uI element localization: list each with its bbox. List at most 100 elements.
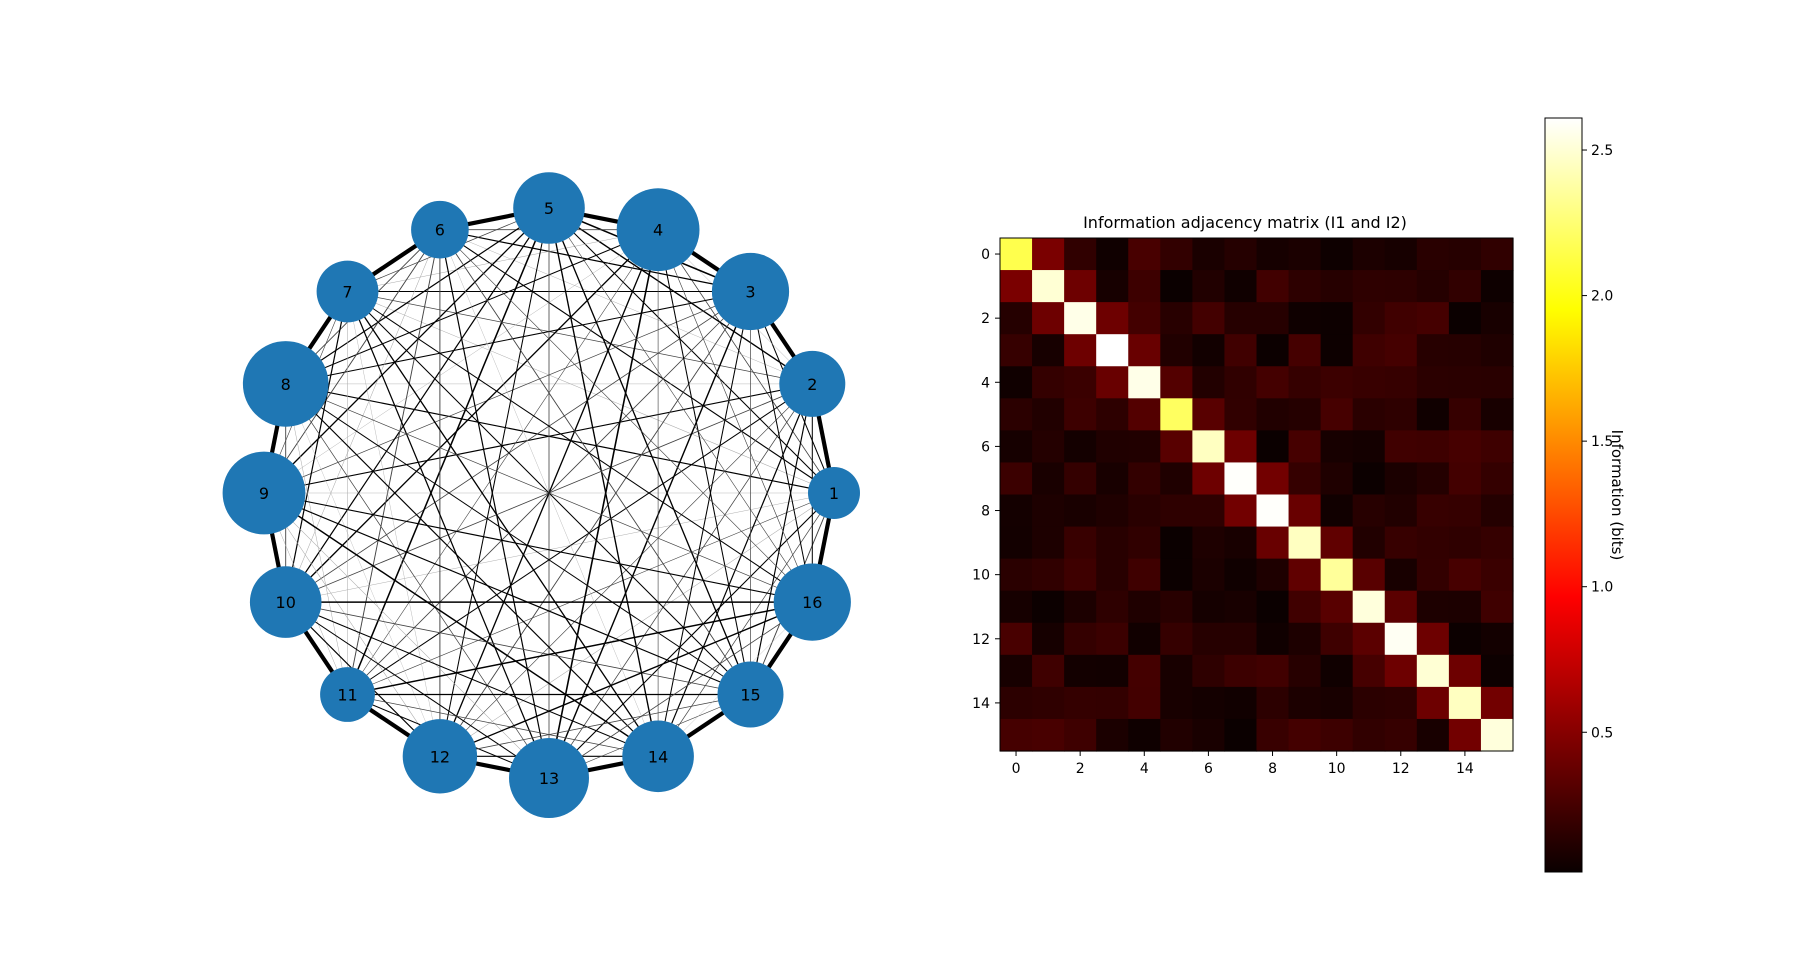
heatmap-cell — [1416, 622, 1450, 656]
heatmap-cell — [1064, 718, 1097, 752]
heatmap-cell — [1320, 430, 1354, 464]
heatmap-cell — [1352, 366, 1386, 399]
heatmap-cell — [1256, 494, 1290, 528]
network-node-label: 5 — [544, 199, 554, 218]
x-tick-label: 14 — [1456, 761, 1474, 777]
heatmap-title: Information adjacency matrix (I1 and I2) — [1083, 213, 1407, 232]
network-node-label: 9 — [259, 484, 269, 503]
heatmap-cell — [1192, 494, 1226, 528]
heatmap-cell — [1320, 590, 1354, 624]
heatmap-cell — [1000, 398, 1033, 431]
colorbar-ticks: 0.5 1.0 1.5 2.0 2.5 — [1582, 143, 1613, 741]
heatmap-cell — [1288, 462, 1322, 496]
heatmap-frame — [999, 237, 1514, 752]
y-tick-label: 4 — [981, 375, 990, 391]
heatmap-cell — [1096, 654, 1129, 688]
heatmap-cell — [1160, 526, 1193, 560]
heatmap-cell — [1448, 718, 1482, 752]
heatmap-cell — [1032, 238, 1065, 271]
heatmap-cell — [1352, 494, 1386, 528]
heatmap-cell — [1160, 398, 1193, 431]
heatmap-cell — [1256, 462, 1290, 496]
heatmap-cell — [1032, 526, 1065, 560]
heatmap-cell — [1256, 718, 1290, 752]
heatmap-cell — [1448, 366, 1482, 399]
heatmap-cell — [1224, 686, 1258, 720]
heatmap-cell — [1448, 270, 1482, 303]
network-edge — [347, 383, 813, 695]
heatmap-cell — [1480, 686, 1514, 720]
heatmap-cell — [1128, 622, 1161, 656]
heatmap-cell — [1480, 398, 1514, 431]
heatmap-cell — [1256, 334, 1290, 367]
heatmap-cell — [1256, 430, 1290, 464]
heatmap-cell — [1032, 462, 1065, 496]
heatmap-cell — [1000, 686, 1033, 720]
network-edge — [657, 229, 813, 603]
heatmap-cell — [1384, 366, 1418, 399]
heatmap-cell — [1096, 302, 1129, 335]
heatmap-cell — [1224, 654, 1258, 688]
network-node-label: 12 — [430, 747, 450, 766]
heatmap-x-ticks: 0 2 4 6 8 10 12 14 — [1012, 751, 1474, 777]
heatmap-cell — [1224, 462, 1258, 496]
heatmap-cell — [1256, 526, 1290, 560]
heatmap-cell — [1160, 622, 1193, 656]
heatmap-cell — [1128, 526, 1161, 560]
network-edge — [548, 229, 659, 779]
heatmap-cell — [1224, 718, 1258, 752]
network-node — [411, 200, 469, 259]
heatmap-cell — [1000, 558, 1033, 592]
network-node — [779, 350, 846, 417]
network-edge — [263, 383, 813, 494]
heatmap-cell — [1288, 718, 1322, 752]
heatmap-cell — [1256, 302, 1290, 335]
network-edge — [285, 383, 751, 695]
heatmap-cell — [1064, 334, 1097, 367]
heatmap-cell — [1096, 462, 1129, 496]
heatmap-cell — [1224, 526, 1258, 560]
heatmap-cell — [1448, 558, 1482, 592]
network-edge — [439, 229, 751, 695]
heatmap-cell — [1000, 622, 1033, 656]
network-node — [622, 720, 694, 793]
network-node — [242, 341, 329, 427]
heatmap-panel: Information adjacency matrix (I1 and I2)… — [972, 213, 1514, 777]
heatmap-cell — [1448, 334, 1482, 367]
network-edge — [285, 383, 550, 779]
heatmap-cell — [1320, 686, 1354, 720]
network-node-label: 15 — [740, 686, 760, 705]
heatmap-cell — [1160, 302, 1193, 335]
heatmap-cell — [1416, 494, 1450, 528]
heatmap-cell — [1320, 238, 1354, 271]
heatmap-cell — [1032, 654, 1065, 688]
network-edge — [263, 492, 751, 696]
heatmap-cell — [1256, 654, 1290, 688]
network-edge — [285, 383, 348, 695]
network-edge — [347, 291, 813, 603]
heatmap-cell — [1064, 302, 1097, 335]
heatmap-cell — [1128, 590, 1161, 624]
heatmap-cell — [1032, 398, 1065, 431]
x-tick-label: 0 — [1012, 761, 1021, 777]
heatmap-cell — [1128, 558, 1161, 592]
heatmap-cell — [1160, 366, 1193, 399]
heatmap-cell — [1128, 334, 1161, 367]
heatmap-cell — [1192, 622, 1226, 656]
heatmap-cell — [1000, 654, 1033, 688]
y-tick-label: 2 — [981, 311, 990, 327]
heatmap-cell — [1416, 366, 1450, 399]
heatmap-cell — [1224, 270, 1258, 303]
network-edge — [439, 229, 550, 779]
heatmap-cell — [1288, 302, 1322, 335]
heatmap-cell — [1448, 526, 1482, 560]
network-node-label: 3 — [745, 283, 755, 302]
heatmap-cell — [1480, 526, 1514, 560]
heatmap-cell — [1032, 622, 1065, 656]
heatmap-cell — [1384, 238, 1418, 271]
network-node — [513, 172, 585, 244]
network-edge — [439, 601, 813, 757]
heatmap-cell — [1128, 494, 1161, 528]
heatmap-cell — [1256, 686, 1290, 720]
